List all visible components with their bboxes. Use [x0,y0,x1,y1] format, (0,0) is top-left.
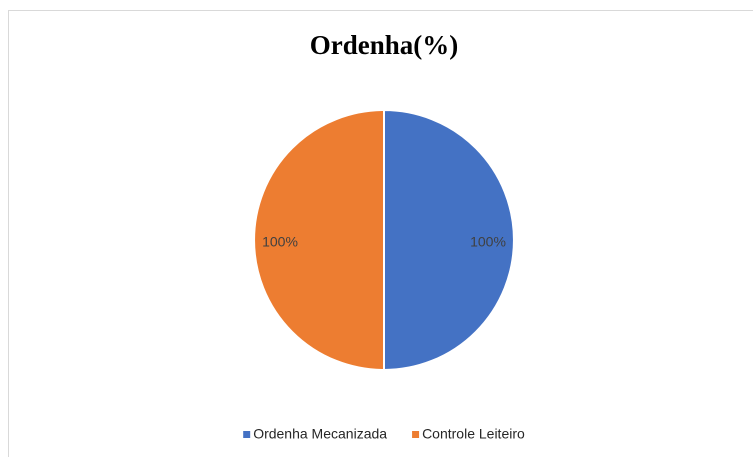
data-label: 100% [470,233,506,249]
pie-slice [253,108,385,372]
legend-label: Ordenha Mecanizada [253,426,387,442]
chart-title: Ordenha(%) [310,30,459,60]
legend-swatch [412,431,420,438]
legend-label: Controle Leiteiro [422,426,525,442]
pie-slice [383,108,515,372]
legend-swatch [243,431,251,438]
data-label: 100% [262,233,298,249]
